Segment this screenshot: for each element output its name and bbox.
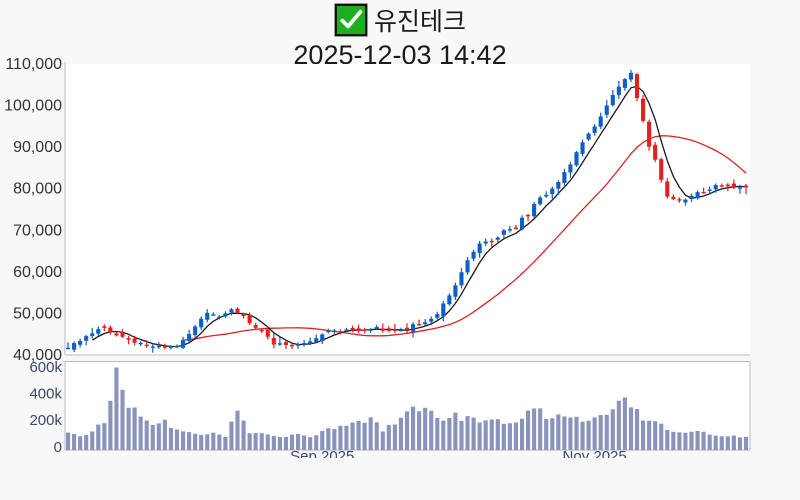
svg-text:400k: 400k bbox=[29, 386, 62, 403]
svg-text:0: 0 bbox=[54, 439, 62, 456]
svg-text:200k: 200k bbox=[29, 412, 62, 429]
svg-text:60,000: 60,000 bbox=[13, 264, 62, 281]
svg-text:80,000: 80,000 bbox=[13, 181, 62, 198]
svg-text:Sep 2025: Sep 2025 bbox=[290, 448, 354, 458]
svg-text:600k: 600k bbox=[29, 359, 62, 376]
svg-text:70,000: 70,000 bbox=[13, 222, 62, 239]
svg-text:50,000: 50,000 bbox=[13, 305, 62, 322]
svg-text:Nov 2025: Nov 2025 bbox=[563, 448, 627, 458]
svg-text:100,000: 100,000 bbox=[4, 98, 62, 115]
svg-text:90,000: 90,000 bbox=[13, 139, 62, 156]
svg-text:110,000: 110,000 bbox=[5, 58, 62, 73]
